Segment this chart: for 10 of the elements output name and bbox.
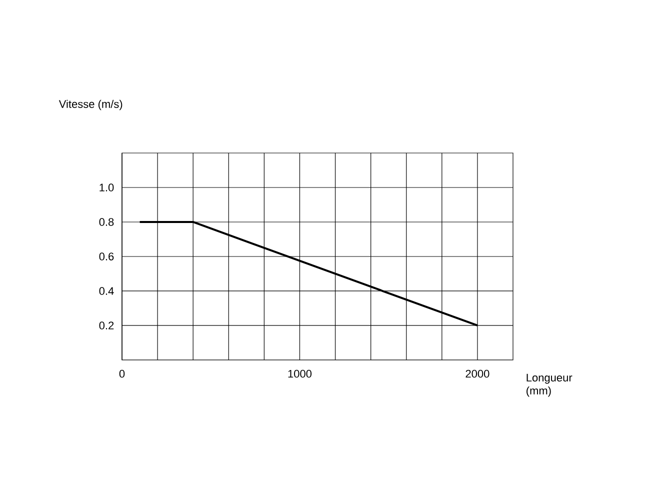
y-tick-label: 0.8 bbox=[99, 218, 114, 226]
x-tick-label: 2000 bbox=[466, 370, 490, 378]
y-tick-label: 1.0 bbox=[100, 184, 114, 192]
y-tick-label: 0.6 bbox=[99, 252, 114, 260]
y-axis-title: Vitesse (m/s) bbox=[58, 100, 122, 110]
y-tick-label: 0.2 bbox=[99, 322, 114, 330]
x-tick-label: 0 bbox=[119, 370, 125, 378]
x-tick-label: 1000 bbox=[288, 370, 312, 378]
y-tick-label: 0.4 bbox=[99, 287, 114, 295]
x-axis-title: Longueur (mm) bbox=[526, 374, 572, 397]
